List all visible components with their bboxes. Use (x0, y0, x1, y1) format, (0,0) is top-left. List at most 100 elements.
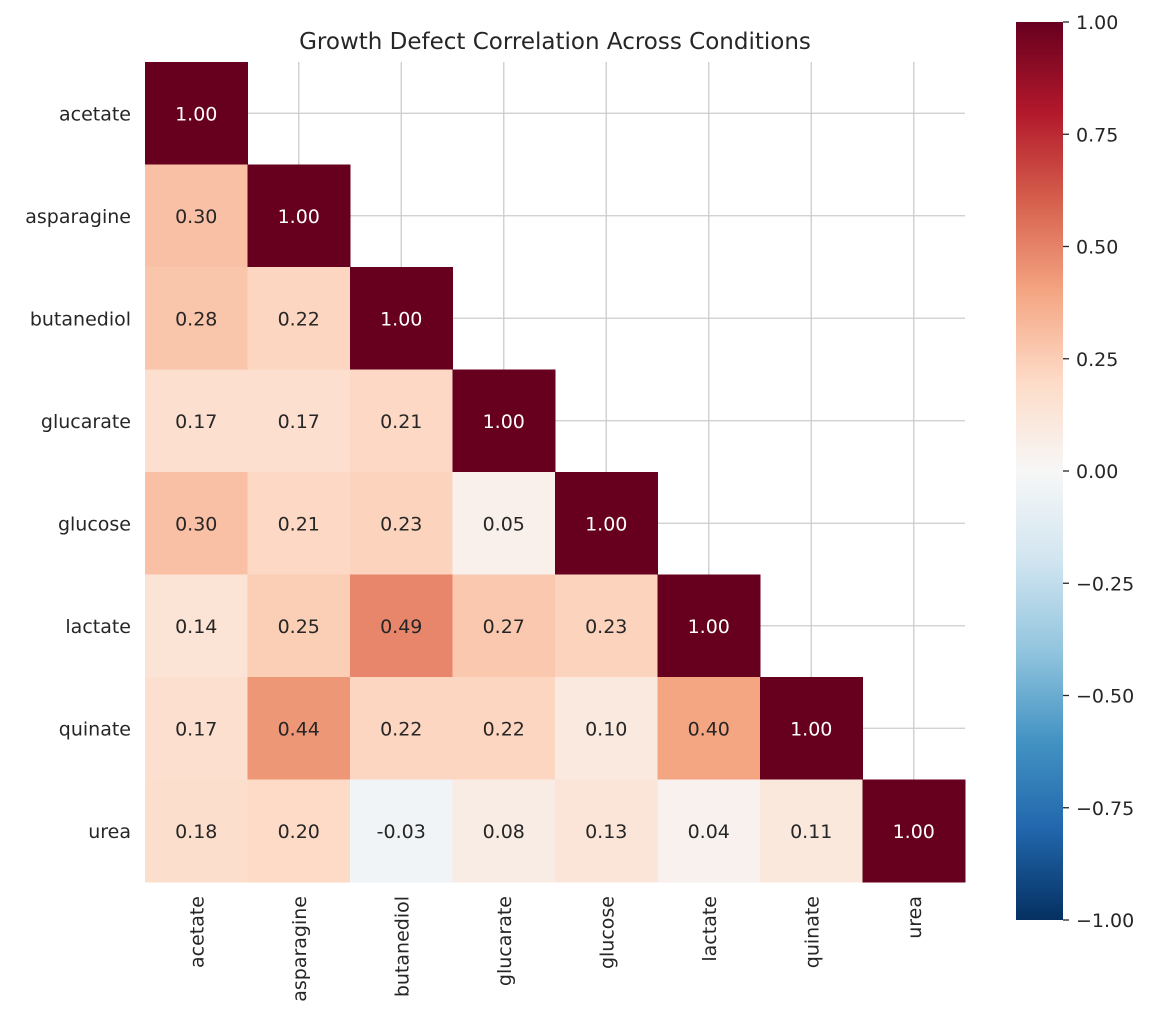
cell-value-label: 1.00 (893, 821, 935, 843)
cell-value-label: 0.30 (175, 206, 217, 228)
heatmap-cell (862, 779, 966, 883)
row-label: glucose (58, 513, 131, 535)
row-label: quinate (59, 718, 131, 740)
colorbar-tick-label: −0.25 (1076, 573, 1134, 595)
colorbar (1016, 22, 1063, 920)
heatmap-cell (657, 677, 761, 780)
cell-value-label: 0.22 (278, 308, 320, 330)
colorbar-tick-label: 0.75 (1076, 124, 1118, 146)
cell-value-label: 1.00 (175, 103, 217, 125)
row-label: lactate (65, 616, 131, 638)
heatmap-cell (350, 574, 453, 678)
cell-value-label: 1.00 (278, 206, 320, 228)
heatmap-cell (145, 62, 248, 165)
heatmap-cell (452, 779, 556, 883)
heatmap-cell (350, 677, 453, 780)
cell-value-label: 1.00 (483, 411, 525, 433)
cell-value-label: 0.30 (175, 513, 217, 535)
cell-value-label: 0.17 (175, 411, 217, 433)
colorbar-ticks: 1.00 0.75 0.50 0.25 0.00 −0.25 −0.50 −0.75 −1.00 (1063, 12, 1134, 932)
heatmap-cell (247, 164, 351, 268)
heatmap-cell (452, 472, 556, 575)
heatmap-cell (247, 574, 351, 678)
heatmap-cell (350, 369, 453, 473)
heatmap-cell (145, 779, 248, 883)
column-label: glucose (596, 896, 618, 969)
heatmap-cell (555, 677, 658, 780)
colorbar-tick-label: 1.00 (1076, 12, 1118, 34)
heatmap-cell (145, 267, 248, 370)
heatmap-cell (555, 472, 658, 575)
cell-value-label: 0.28 (175, 308, 217, 330)
cell-value-label: 0.23 (380, 513, 422, 535)
cell-value-label: 0.18 (175, 821, 217, 843)
cell-value-label: 1.00 (688, 616, 730, 638)
column-labels: acetate asparagine butanediol glucarate gluc… (186, 896, 926, 1002)
heatmap-cell (247, 779, 351, 883)
heatmap-cell (657, 574, 761, 678)
heatmap-cell (145, 574, 248, 678)
column-label: urea (904, 896, 926, 939)
colorbar-tick-label: 0.50 (1076, 237, 1118, 259)
cell-value-label: 0.22 (380, 718, 422, 740)
cell-value-label: 0.14 (175, 616, 217, 638)
heatmap-cell (452, 574, 556, 678)
row-label: acetate (59, 103, 131, 125)
heatmap-cells: 1.00 0.30 1.00 0.28 0.22 1.00 0.17 0.17 0.21 1.00… (145, 62, 966, 883)
cell-value-label: 0.08 (483, 821, 525, 843)
cell-value-label: 0.21 (380, 411, 422, 433)
cell-value-label: 1.00 (380, 308, 422, 330)
column-label: lactate (699, 896, 721, 962)
cell-value-label: 1.00 (790, 718, 832, 740)
column-label: butanediol (391, 896, 413, 997)
cell-value-label: 0.44 (278, 718, 320, 740)
row-label: glucarate (41, 411, 131, 433)
heatmap-cell (350, 472, 453, 575)
row-label: butanediol (30, 308, 131, 330)
row-labels: acetate asparagine butanediol glucarate gluc… (25, 103, 131, 843)
heatmap-cell (452, 369, 556, 473)
row-label: urea (88, 821, 131, 843)
heatmap-cell (247, 369, 351, 473)
cell-value-label: 0.23 (585, 616, 627, 638)
heatmap-cell (350, 267, 453, 370)
cell-value-label: 0.21 (278, 513, 320, 535)
heatmap-cell (657, 779, 761, 883)
cell-value-label: -0.03 (377, 821, 426, 843)
heatmap-cell (760, 779, 863, 883)
cell-value-label: 0.10 (585, 718, 627, 740)
heatmap-cell (247, 677, 351, 780)
column-label: acetate (186, 896, 208, 968)
column-label: quinate (801, 896, 823, 968)
heatmap-cell (145, 164, 248, 268)
heatmap-cell (145, 677, 248, 780)
chart-title: Growth Defect Correlation Across Conditi… (299, 29, 811, 55)
colorbar-tick-label: 0.25 (1076, 349, 1118, 371)
heatmap-cell (350, 779, 453, 883)
colorbar-tick-label: −1.00 (1076, 910, 1134, 932)
heatmap-cell (452, 677, 556, 780)
cell-value-label: 0.05 (483, 513, 525, 535)
colorbar-tick-label: −0.75 (1076, 798, 1134, 820)
cell-value-label: 0.13 (585, 821, 627, 843)
cell-value-label: 0.04 (688, 821, 730, 843)
cell-value-label: 0.22 (483, 718, 525, 740)
heatmap-cell (555, 574, 658, 678)
heatmap-cell (247, 472, 351, 575)
heatmap-cell (555, 779, 658, 883)
cell-value-label: 0.17 (175, 718, 217, 740)
cell-value-label: 0.27 (483, 616, 525, 638)
cell-value-label: 0.49 (380, 616, 422, 638)
cell-value-label: 1.00 (585, 513, 627, 535)
cell-value-label: 0.20 (278, 821, 320, 843)
colorbar-tick-label: 0.00 (1076, 461, 1118, 483)
heatmap-cell (760, 677, 863, 780)
row-label: asparagine (25, 206, 131, 228)
column-label: asparagine (289, 896, 311, 1002)
column-label: glucarate (494, 896, 516, 986)
heatmap-cell (145, 472, 248, 575)
heatmap-cell (145, 369, 248, 473)
cell-value-label: 0.17 (278, 411, 320, 433)
colorbar-tick-label: −0.50 (1076, 686, 1134, 708)
